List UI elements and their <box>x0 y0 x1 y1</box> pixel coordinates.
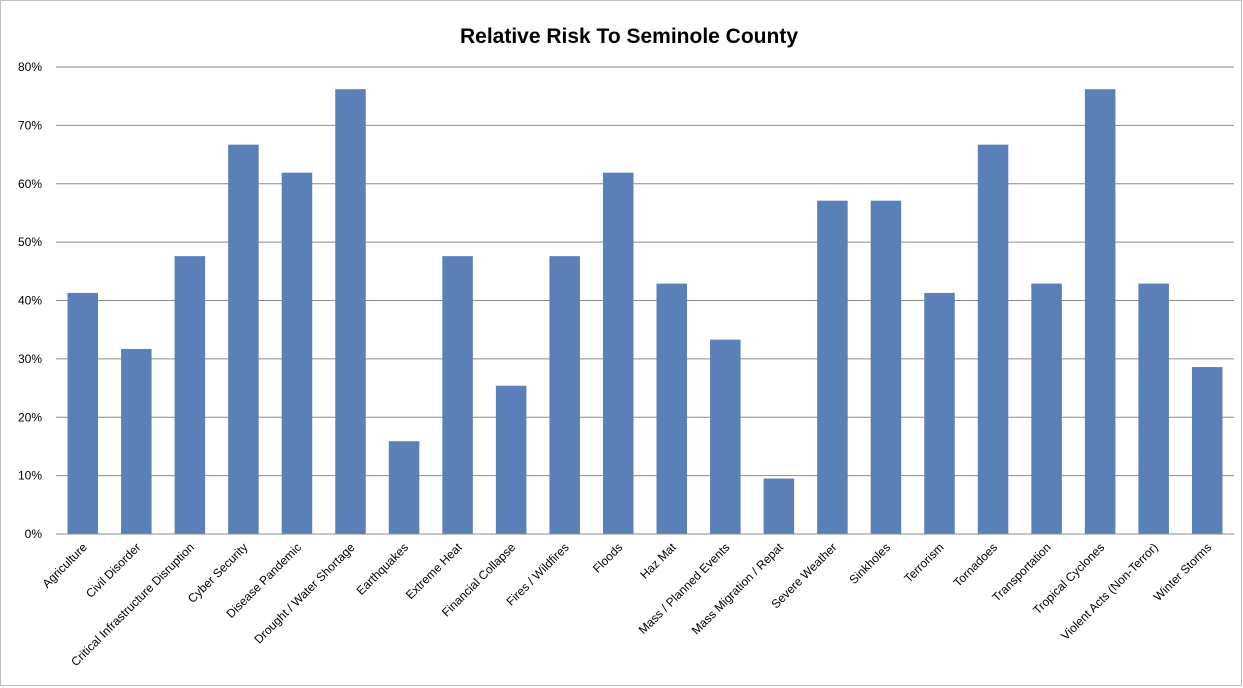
bar <box>602 172 634 534</box>
y-tick-label: 20% <box>18 410 42 424</box>
bar <box>67 292 99 534</box>
x-category-label: Haz Mat <box>637 540 679 582</box>
bar <box>495 385 527 534</box>
y-tick-label: 80% <box>18 60 42 74</box>
bar <box>335 89 366 535</box>
bars <box>67 89 1223 535</box>
bar <box>1031 283 1062 534</box>
x-category-label: Drought / Water Shortage <box>251 540 358 647</box>
y-axis-tick-labels: 0% 10% 20% 30% 40% 50% 60% 70% 80% <box>18 60 42 541</box>
bar <box>1138 283 1169 534</box>
bar <box>228 144 259 535</box>
x-category-label: Mass Migration / Repat <box>689 540 787 638</box>
y-tick-label: 30% <box>18 352 42 366</box>
y-tick-label: 0% <box>25 527 43 541</box>
bar <box>817 200 848 534</box>
x-category-label: Violent Acts (Non-Terror) <box>1058 540 1161 643</box>
bar <box>710 339 741 534</box>
x-category-label: Floods <box>590 540 625 575</box>
y-tick-label: 50% <box>18 235 42 249</box>
bar <box>549 256 580 534</box>
bar <box>1084 89 1116 535</box>
y-tick-label: 70% <box>18 118 42 132</box>
bar <box>281 172 313 534</box>
x-category-label: Agriculture <box>39 540 90 591</box>
chart-title: Relative Risk To Seminole County <box>460 25 798 48</box>
bar <box>1191 367 1223 534</box>
y-tick-label: 40% <box>18 294 42 308</box>
y-tick-label: 60% <box>18 177 42 191</box>
bar <box>870 200 902 534</box>
bar <box>388 441 420 534</box>
x-category-label: Sinkholes <box>846 540 893 587</box>
bar <box>977 144 1009 535</box>
x-category-label: Civil Disorder <box>83 540 143 600</box>
x-category-label: Tornadoes <box>951 540 1001 590</box>
x-category-label: Terrorism <box>901 540 946 585</box>
x-category-label: Mass / Planned Events <box>636 540 733 637</box>
bar <box>174 256 206 534</box>
bar <box>924 292 955 534</box>
x-category-label: Earthquakes <box>354 540 412 598</box>
bar <box>656 283 688 534</box>
bar <box>763 478 795 534</box>
bar <box>442 256 473 534</box>
bar <box>121 348 152 534</box>
y-tick-label: 10% <box>18 469 42 483</box>
